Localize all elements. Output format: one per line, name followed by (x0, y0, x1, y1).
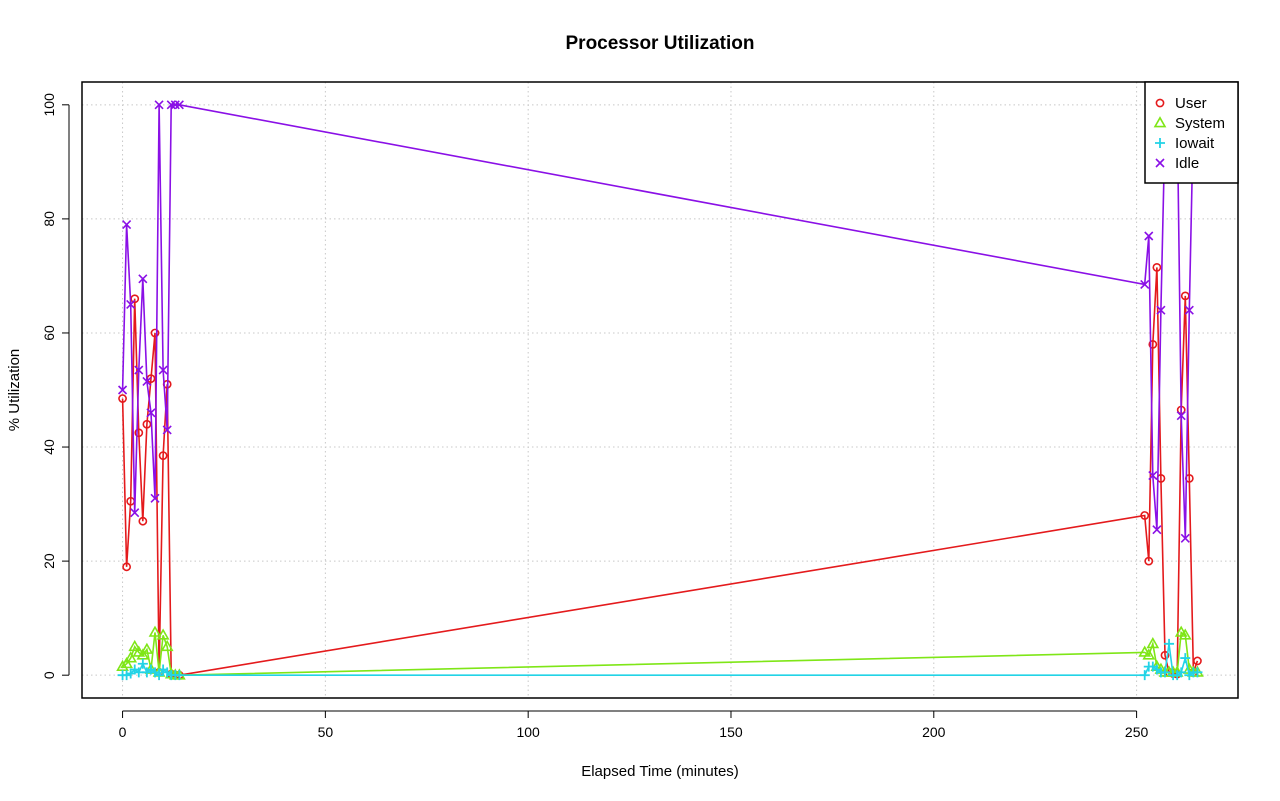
legend-marker-system (1153, 116, 1167, 128)
legend-label-idle: Idle (1175, 155, 1199, 172)
legend-marker-idle (1155, 158, 1165, 168)
data-point-system (148, 625, 162, 637)
axes: 0 50 100 150 200 250 0 20 40 60 80 100 (41, 93, 1148, 740)
data-point-idle (134, 365, 144, 375)
data-point-iowait (1192, 667, 1203, 678)
data-point-system (1146, 636, 1160, 649)
legend-label-system: System (1175, 115, 1225, 132)
y-tick-label: 0 (41, 671, 57, 679)
data-point-idle (150, 493, 160, 503)
data-point-system (156, 628, 170, 640)
data-point-iowait (1180, 653, 1191, 664)
x-tick-label: 0 (119, 724, 127, 740)
data-point-idle (158, 365, 168, 375)
series (116, 100, 1204, 681)
plot-frame (81, 81, 1239, 699)
data-point-idle (122, 220, 132, 230)
chart-title: Processor Utilization (566, 33, 755, 54)
data-point-idle (146, 408, 156, 418)
data-point-idle (1152, 525, 1162, 535)
data-point-idle (130, 508, 140, 518)
y-tick-label: 80 (41, 211, 57, 227)
data-point-iowait (137, 658, 148, 669)
data-point-iowait (1176, 667, 1187, 678)
data-point-user (1144, 556, 1154, 566)
data-point-idle (1156, 305, 1166, 315)
data-point-system (1178, 628, 1192, 640)
data-point-idle (1184, 305, 1194, 315)
data-point-system (124, 651, 138, 663)
data-point-user (1193, 656, 1202, 666)
x-axis-label: Elapsed Time (minutes) (581, 763, 739, 780)
data-point-idle (1144, 231, 1154, 241)
series-iowait (117, 638, 1203, 681)
data-point-idle (138, 274, 148, 284)
y-tick-label: 60 (41, 325, 57, 341)
data-point-iowait (1139, 670, 1150, 681)
data-point-user (158, 451, 168, 460)
data-point-system (160, 639, 174, 652)
data-point-user (1148, 339, 1158, 349)
data-point-system (140, 642, 154, 654)
data-point-user (134, 428, 144, 438)
x-tick-label: 250 (1125, 724, 1149, 740)
data-point-idle (126, 299, 136, 310)
data-point-user (150, 328, 160, 338)
data-point-system (120, 656, 133, 669)
data-point-system (1142, 648, 1156, 660)
data-point-idle (162, 425, 172, 435)
legend: User System Iowait Idle (1144, 81, 1239, 184)
data-point-idle (117, 385, 128, 395)
data-point-user (142, 419, 152, 429)
x-tick-label: 50 (318, 724, 334, 740)
data-point-user (122, 562, 132, 572)
data-point-iowait (154, 670, 165, 681)
data-point-idle (174, 100, 184, 110)
data-point-user (1140, 511, 1150, 520)
data-point-idle (1140, 279, 1150, 290)
data-point-idle (170, 100, 180, 110)
legend-label-user: User (1175, 95, 1207, 112)
data-point-user (1152, 262, 1162, 272)
x-tick-label: 200 (922, 724, 946, 740)
y-tick-label: 20 (41, 553, 57, 569)
data-point-idle (1180, 533, 1190, 543)
data-point-idle (142, 376, 152, 387)
y-tick-label: 100 (41, 93, 57, 117)
data-point-idle (1176, 411, 1186, 421)
data-point-idle (154, 100, 164, 110)
legend-label-iowait: Iowait (1175, 135, 1215, 152)
legend-marker-iowait (1155, 138, 1165, 148)
x-tick-label: 100 (516, 724, 540, 740)
data-point-iowait (174, 670, 185, 681)
x-tick-label: 150 (719, 724, 743, 740)
data-point-user (118, 394, 127, 403)
data-point-system (128, 639, 142, 652)
y-tick-label: 40 (41, 439, 57, 455)
data-point-idle (166, 100, 176, 110)
legend-marker-user (1155, 98, 1165, 108)
data-point-user (1160, 650, 1170, 660)
y-axis-label: % Utilization (6, 349, 23, 432)
data-point-user (138, 516, 148, 526)
data-point-iowait (1164, 638, 1175, 649)
data-point-iowait (1159, 667, 1170, 678)
data-point-idle (1148, 470, 1158, 481)
